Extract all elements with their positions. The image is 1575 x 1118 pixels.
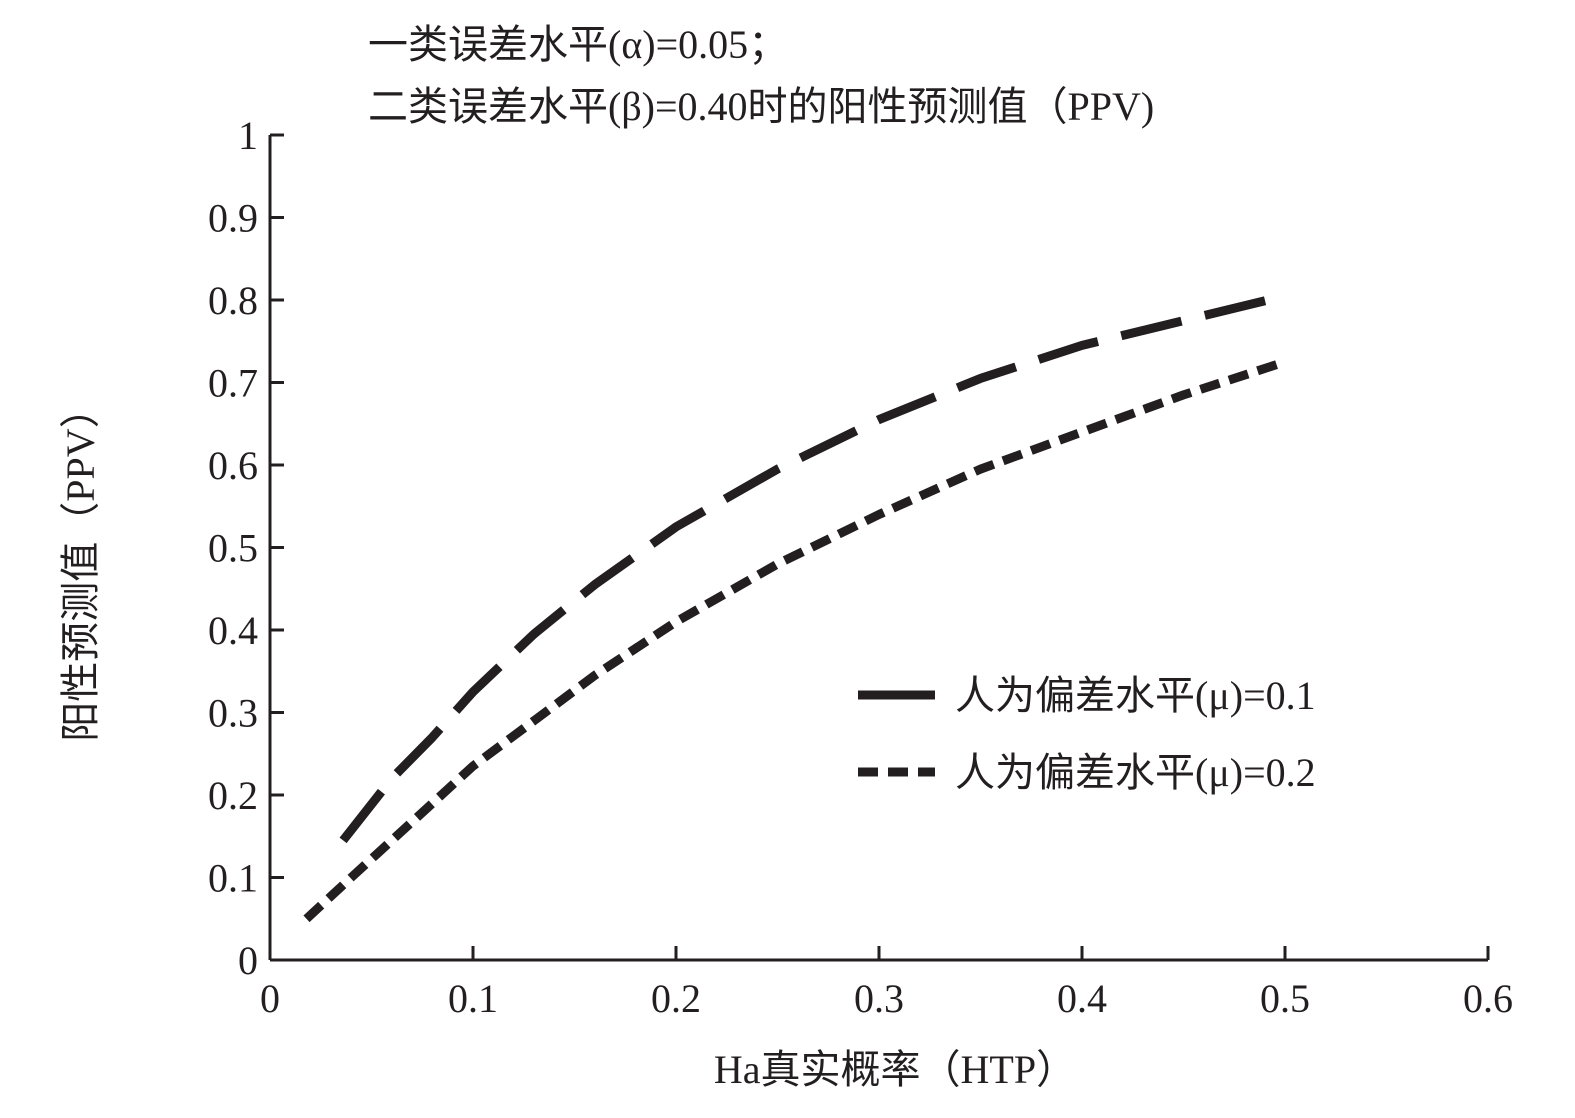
legend-item-mu-0.2: 人为偏差水平(μ)=0.2 xyxy=(858,750,1316,795)
x-tick-label: 0.1 xyxy=(448,976,498,1021)
legend: 人为偏差水平(μ)=0.1 人为偏差水平(μ)=0.2 xyxy=(858,673,1316,795)
y-axis-label: 阳性预测值（PPV） xyxy=(58,388,103,741)
y-tick-label: 0.2 xyxy=(208,773,258,818)
axes xyxy=(268,135,1488,962)
y-tick-label: 0.1 xyxy=(208,856,258,901)
y-ticks: 0 0.1 0.2 0.3 0.4 0.5 0.6 0.7 0.8 0.9 1 xyxy=(208,113,284,983)
y-tick-label: 0.6 xyxy=(208,443,258,488)
y-tick-label: 0.5 xyxy=(208,526,258,571)
y-tick-label: 0.3 xyxy=(208,691,258,736)
legend-item-mu-0.1: 人为偏差水平(μ)=0.1 xyxy=(858,673,1316,718)
y-tick-label: 0.8 xyxy=(208,278,258,323)
y-tick-label: 0.7 xyxy=(208,361,258,406)
x-tick-label: 0.2 xyxy=(651,976,701,1021)
x-tick-label: 0.6 xyxy=(1463,976,1513,1021)
x-tick-label: 0 xyxy=(260,976,280,1021)
series-line-2 xyxy=(303,357,1287,923)
x-tick-label: 0.4 xyxy=(1057,976,1107,1021)
y-tick-label: 1 xyxy=(238,113,258,158)
x-axis-label: Ha真实概率（HTP） xyxy=(714,1047,1076,1092)
x-ticks: 0 0.1 0.2 0.3 0.4 0.5 0.6 xyxy=(260,946,1513,1021)
y-tick-label: 0.4 xyxy=(208,608,258,653)
x-tick-label: 0.3 xyxy=(854,976,904,1021)
chart-title: 一类误差水平(α)=0.05； 二类误差水平(β)=0.40时的阳性预测值（PP… xyxy=(368,22,1154,129)
series-line-1 xyxy=(339,291,1287,844)
title-line-2: 二类误差水平(β)=0.40时的阳性预测值（PPV) xyxy=(368,84,1154,129)
legend-label-1: 人为偏差水平(μ)=0.1 xyxy=(955,673,1316,718)
y-tick-label: 0 xyxy=(238,938,258,983)
x-tick-label: 0.5 xyxy=(1260,976,1310,1021)
legend-label-2: 人为偏差水平(μ)=0.2 xyxy=(955,750,1316,795)
title-line-1: 一类误差水平(α)=0.05； xyxy=(368,22,788,67)
y-tick-label: 0.9 xyxy=(208,196,258,241)
series-group xyxy=(303,291,1287,923)
